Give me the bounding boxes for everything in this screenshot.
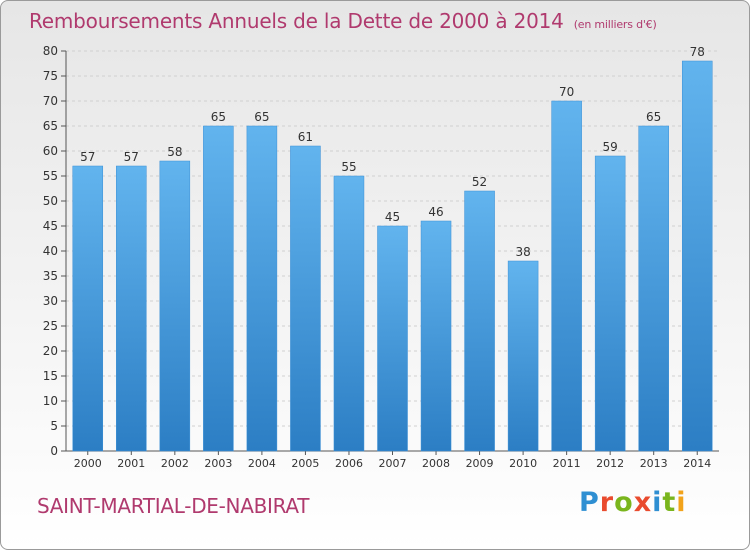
bar-2013[interactable] bbox=[638, 125, 669, 452]
x-tick-label: 2006 bbox=[335, 457, 363, 470]
bar-2003[interactable] bbox=[203, 125, 234, 452]
logo-letter: t bbox=[662, 487, 677, 518]
y-tick-label: 10 bbox=[43, 394, 58, 408]
bar-value-label: 55 bbox=[341, 160, 356, 174]
bars bbox=[72, 60, 713, 452]
logo-letter: i bbox=[652, 487, 663, 518]
bar-2014[interactable] bbox=[681, 60, 713, 452]
x-tick-label: 2010 bbox=[509, 457, 537, 470]
y-tick-label: 80 bbox=[43, 44, 58, 58]
logo-letter: r bbox=[599, 487, 615, 518]
y-tick-label: 60 bbox=[43, 144, 58, 158]
x-tick-label: 2009 bbox=[466, 457, 494, 470]
x-tick-label: 2011 bbox=[553, 457, 581, 470]
logo-letter: x bbox=[633, 487, 653, 518]
y-tick-label: 15 bbox=[43, 369, 58, 383]
bar-2004[interactable] bbox=[246, 125, 278, 452]
bar-value-label: 38 bbox=[515, 245, 530, 259]
bar-2009[interactable] bbox=[464, 190, 495, 452]
bar-2010[interactable] bbox=[507, 260, 539, 452]
x-tick-label: 2012 bbox=[596, 457, 624, 470]
bar-value-label: 58 bbox=[167, 145, 182, 159]
y-tick-label: 75 bbox=[43, 69, 58, 83]
bar-value-label: 57 bbox=[80, 150, 95, 164]
x-tick-label: 2002 bbox=[161, 457, 189, 470]
y-tick-label: 40 bbox=[43, 244, 58, 258]
bar-2002[interactable] bbox=[159, 160, 191, 452]
y-tick-label: 20 bbox=[43, 344, 58, 358]
bar-2011[interactable] bbox=[551, 100, 582, 452]
chart-unit: (en milliers d'€) bbox=[573, 18, 657, 31]
y-tick-label: 50 bbox=[43, 194, 58, 208]
bar-value-label: 70 bbox=[559, 85, 574, 99]
x-tick-label: 2003 bbox=[204, 457, 232, 470]
bar-2012[interactable] bbox=[594, 155, 626, 452]
proxiti-logo[interactable]: Proxiti bbox=[579, 487, 687, 518]
y-tick-label: 45 bbox=[43, 219, 58, 233]
y-tick-label: 70 bbox=[43, 94, 58, 108]
bar-value-label: 78 bbox=[690, 45, 705, 59]
y-tick-label: 65 bbox=[43, 119, 58, 133]
labels: 0 5 10 15 20 25 30 35 40 45 50 55 60 65 70 75 80 57 2000 57… bbox=[43, 44, 712, 470]
x-tick-label: 2005 bbox=[291, 457, 319, 470]
commune-name: SAINT-MARTIAL-DE-NABIRAT bbox=[37, 494, 310, 518]
bar-2006[interactable] bbox=[333, 175, 365, 452]
bar-2001[interactable] bbox=[116, 165, 147, 452]
bar-value-label: 57 bbox=[124, 150, 139, 164]
bar-value-label: 65 bbox=[254, 110, 269, 124]
x-tick-label: 2008 bbox=[422, 457, 450, 470]
x-tick-label: 2013 bbox=[640, 457, 668, 470]
y-tick-label: 0 bbox=[50, 444, 58, 458]
logo-letter: i bbox=[676, 487, 687, 518]
x-tick-label: 2001 bbox=[117, 457, 145, 470]
logo-letter: o bbox=[614, 487, 634, 518]
bar-value-label: 46 bbox=[428, 205, 443, 219]
bar-value-label: 61 bbox=[298, 130, 313, 144]
logo-letter: P bbox=[579, 487, 600, 518]
x-tick-label: 2000 bbox=[74, 457, 102, 470]
bar-2005[interactable] bbox=[290, 145, 321, 452]
bar-value-label: 52 bbox=[472, 175, 487, 189]
bar-value-label: 65 bbox=[646, 110, 661, 124]
bar-value-label: 65 bbox=[211, 110, 226, 124]
bar-2007[interactable] bbox=[377, 225, 408, 452]
y-tick-label: 30 bbox=[43, 294, 58, 308]
y-tick-label: 5 bbox=[50, 419, 58, 433]
x-tick-label: 2014 bbox=[683, 457, 711, 470]
bar-value-label: 59 bbox=[603, 140, 618, 154]
chart-title: Remboursements Annuels de la Dette de 20… bbox=[29, 9, 657, 33]
bar-value-label: 45 bbox=[385, 210, 400, 224]
bar-2000[interactable] bbox=[72, 165, 104, 452]
y-tick-label: 55 bbox=[43, 169, 58, 183]
y-tick-label: 35 bbox=[43, 269, 58, 283]
bar-2008[interactable] bbox=[420, 220, 452, 452]
y-tick-label: 25 bbox=[43, 319, 58, 333]
x-tick-label: 2004 bbox=[248, 457, 276, 470]
x-tick-label: 2007 bbox=[379, 457, 407, 470]
